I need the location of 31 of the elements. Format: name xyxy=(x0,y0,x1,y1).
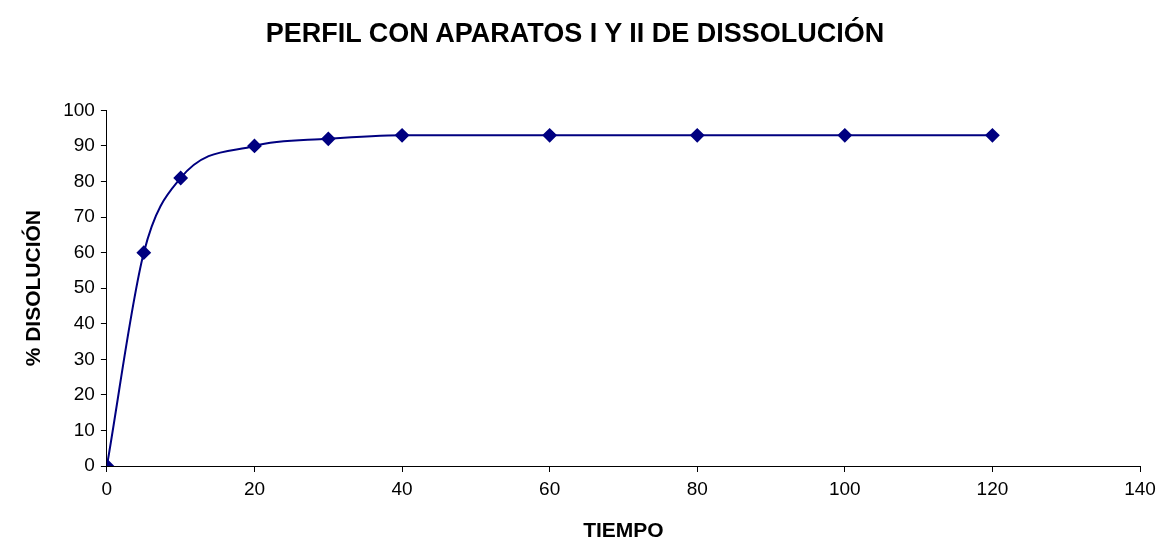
y-tick-label: 70 xyxy=(73,205,95,227)
point xyxy=(542,128,557,143)
x-axis-title: TIEMPO xyxy=(583,518,664,542)
y-tick-label: 0 xyxy=(84,454,95,476)
x-tick-label: 0 xyxy=(101,477,113,499)
y-tick-label: 40 xyxy=(73,311,95,333)
point xyxy=(837,128,852,143)
y-tick-label: 100 xyxy=(63,98,95,120)
point xyxy=(395,128,410,143)
y-tick-label: 20 xyxy=(73,383,95,405)
y-tick-label: 80 xyxy=(73,169,95,191)
point xyxy=(247,138,262,153)
x-tick-label: 80 xyxy=(686,477,708,499)
x-tick-label: 140 xyxy=(1124,477,1156,499)
point xyxy=(321,131,336,146)
chart-title: PERFIL CON APARATOS I Y II DE DISSOLUCIÓN xyxy=(265,16,885,48)
x-tick-label: 120 xyxy=(976,477,1009,499)
y-axis-title: % DISOLUCIÓN xyxy=(21,210,45,367)
x-tick-label: 100 xyxy=(828,477,861,499)
x-tick-label: 40 xyxy=(391,477,413,499)
y-tick-label: 10 xyxy=(73,418,95,440)
y-tick-label: 90 xyxy=(73,134,95,156)
x-tick-label: 60 xyxy=(539,477,561,499)
y-tick-label: 50 xyxy=(73,276,95,298)
y-tick-label: 60 xyxy=(73,240,95,262)
point xyxy=(985,128,1000,143)
x-tick-label: 20 xyxy=(243,477,266,499)
point xyxy=(136,245,151,260)
point xyxy=(173,170,188,185)
point xyxy=(690,128,705,143)
y-tick-label: 30 xyxy=(73,347,95,369)
